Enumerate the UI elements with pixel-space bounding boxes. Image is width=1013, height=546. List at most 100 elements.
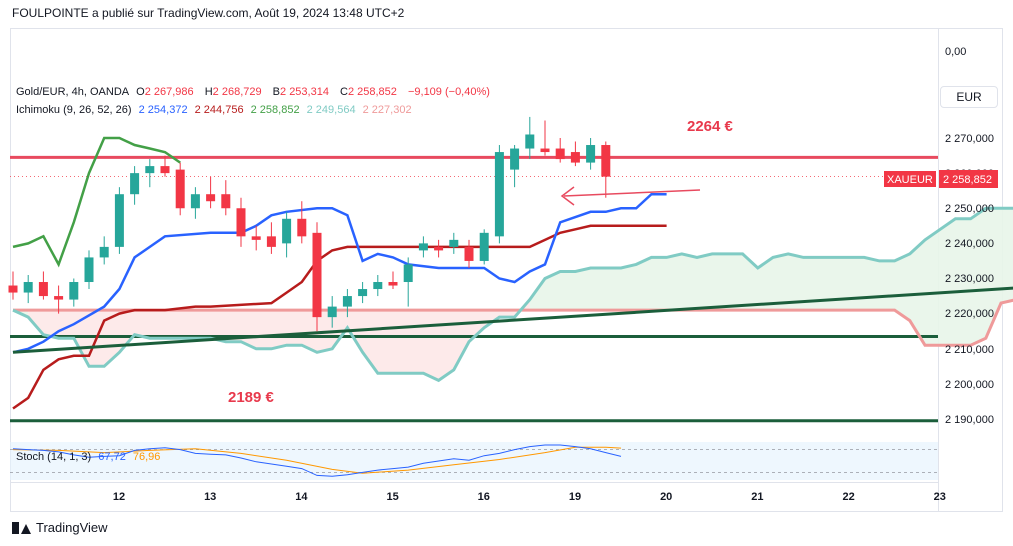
- price-axis-label: 2 230,000: [945, 273, 994, 285]
- candle-body: [525, 134, 535, 149]
- symbol-legend: Gold/EUR, 4h, OANDA O2 267,986 H2 268,72…: [16, 86, 494, 98]
- annotation-arrow-shaft: [563, 189, 701, 197]
- price-axis-label: 2 250,000: [945, 203, 994, 215]
- candle-body: [312, 232, 322, 318]
- footer-brand: TradingView: [12, 520, 108, 535]
- symbol-tag-label: XAUEUR: [887, 174, 933, 186]
- time-axis-separator: [10, 482, 938, 483]
- candle-body: [373, 282, 383, 290]
- ichimoku-lagging-value: 2 258,852: [250, 104, 300, 116]
- candle-body: [388, 282, 398, 286]
- candle-body: [175, 169, 185, 209]
- low-value: 2 253,314: [280, 86, 329, 98]
- candle-body: [130, 173, 140, 195]
- candle-body: [221, 194, 231, 209]
- candle-body: [236, 208, 246, 237]
- time-axis-label: 14: [295, 491, 308, 503]
- low-label: B: [272, 86, 281, 98]
- trendline: [12, 286, 1013, 354]
- ichimoku-conversion-line: [12, 192, 667, 354]
- price-tag-bg: [939, 170, 998, 188]
- support-annotation: 2189 €: [228, 389, 275, 406]
- symbol-name[interactable]: Gold/EUR, 4h, OANDA: [16, 86, 130, 98]
- ichimoku-base-value: 2 244,756: [194, 104, 244, 116]
- candle-body: [479, 232, 489, 261]
- candle-body: [540, 148, 550, 153]
- time-axis-label: 12: [113, 491, 125, 503]
- price-tag-value: 2 258,852: [943, 174, 992, 186]
- ichimoku-conversion-value: 2 254,372: [138, 104, 188, 116]
- kumo-bull-fill: [529, 208, 1013, 346]
- candle-body: [99, 246, 109, 258]
- ichimoku-base-line: [12, 224, 667, 410]
- tradingview-logo-icon: [12, 521, 31, 534]
- candle-body: [145, 166, 155, 174]
- ichimoku-span-b-value: 2 227,302: [362, 104, 412, 116]
- candle-body: [160, 166, 170, 174]
- candle-body: [190, 194, 200, 209]
- ichimoku-span-b-line: [13, 298, 1013, 347]
- candle-body: [282, 218, 292, 244]
- time-axis-label: 20: [660, 491, 672, 503]
- symbol-tag-bg: [884, 171, 936, 187]
- candle-body: [358, 289, 368, 297]
- stoch-d-value: 76,96: [132, 451, 161, 463]
- stoch-k-line: [12, 444, 622, 477]
- time-axis-label: 16: [478, 491, 490, 503]
- candle-body: [494, 152, 504, 237]
- open-value: 2 267,986: [144, 86, 194, 98]
- brand-name: TradingView: [36, 520, 108, 535]
- close-label: C: [340, 86, 348, 98]
- candle-body: [570, 152, 580, 163]
- candle-body: [23, 282, 33, 293]
- time-axis-label: 13: [204, 491, 216, 503]
- candle-body: [84, 257, 94, 283]
- ichimoku-lagging-line: [12, 136, 181, 268]
- candle-body: [54, 296, 64, 300]
- price-axis-label: 0,00: [945, 46, 966, 58]
- time-axis-label: 21: [751, 491, 763, 503]
- candle-body: [449, 239, 459, 247]
- kumo-bear-fill: [28, 299, 530, 381]
- candle-body: [114, 194, 124, 247]
- candle-body: [601, 145, 611, 177]
- high-value: 2 268,729: [212, 86, 262, 98]
- time-axis-label: 23: [934, 491, 946, 503]
- open-label: O: [136, 86, 145, 98]
- stoch-pane-bg: [10, 442, 938, 480]
- candle-body: [38, 282, 48, 297]
- stoch-d-line: [12, 446, 622, 474]
- candle-body: [251, 236, 261, 240]
- candle-body: [266, 236, 276, 247]
- ichimoku-legend: Ichimoku (9, 26, 52, 26) 2 254,372 2 244…: [16, 104, 416, 116]
- price-axis-label: 2 270,000: [945, 133, 994, 145]
- ichimoku-span-a-line: [12, 206, 1013, 383]
- candle-body: [8, 285, 18, 293]
- price-axis-label: 2 210,000: [945, 344, 994, 356]
- time-axis-label: 19: [569, 491, 581, 503]
- currency-selector[interactable]: EUR: [940, 86, 998, 108]
- candle-body: [69, 282, 79, 300]
- candle-body: [464, 246, 474, 261]
- candle-body: [297, 218, 307, 237]
- price-axis-label: 2 190,000: [945, 414, 994, 426]
- candle-body: [327, 306, 337, 318]
- candle-body: [555, 148, 565, 160]
- price-axis-label: 2 200,000: [945, 379, 994, 391]
- stoch-label[interactable]: Stoch (14, 1, 3): [16, 451, 92, 463]
- stoch-legend: Stoch (14, 1, 3) 67,72 76,96: [16, 451, 164, 463]
- change-value: −9,109 (−0,40%): [407, 86, 490, 98]
- attribution-header: FOULPOINTE a publié sur TradingView.com,…: [12, 6, 405, 20]
- price-axis-label: 2 240,000: [945, 238, 994, 250]
- resistance-annotation: 2264 €: [687, 118, 734, 135]
- ichimoku-span-a-value: 2 249,564: [306, 104, 356, 116]
- time-axis-label: 15: [386, 491, 398, 503]
- ichimoku-label[interactable]: Ichimoku (9, 26, 52, 26): [16, 104, 132, 116]
- candle-body: [206, 194, 216, 202]
- candle-body: [434, 246, 444, 251]
- candle-body: [418, 243, 428, 251]
- candle-body: [510, 148, 520, 170]
- candle-body: [403, 264, 413, 283]
- stoch-k-value: 67,72: [98, 451, 126, 463]
